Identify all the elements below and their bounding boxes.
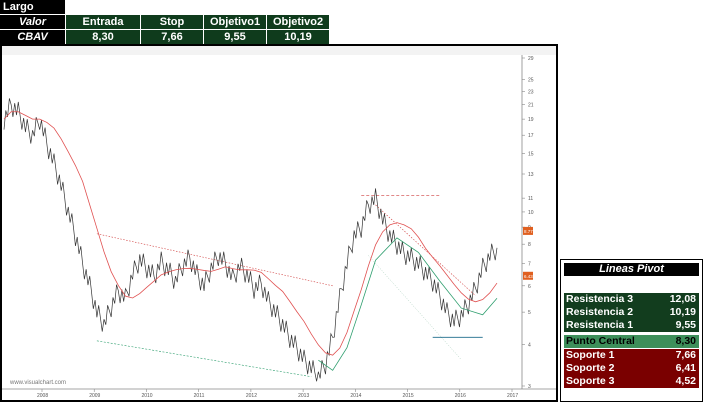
x-tick-label: 2010 [141, 393, 152, 399]
resistance-trendline [96, 233, 333, 287]
pivot-row-label: Resistencia 1 [566, 319, 634, 331]
pivot-row-value: 6,41 [675, 362, 696, 374]
green-average-line [318, 237, 498, 371]
pivot-row: Resistencia 3 12,08 [564, 293, 699, 306]
header-entrada: Entrada [66, 15, 140, 29]
pivot-panel: Lineas Pivot Resistencia 3 12,08 Resistenc… [560, 259, 703, 402]
moving-average-line [3, 111, 498, 356]
value-entrada: 8,30 [66, 30, 140, 44]
value-objetivo1: 9,55 [204, 30, 266, 44]
pivot-row-value: 8,30 [675, 335, 696, 347]
header-objetivo1: Objetivo1 [204, 15, 266, 29]
y-tick-label: 17 [528, 133, 534, 139]
y-tick-label: 3 [528, 384, 531, 390]
support-trendline [96, 340, 312, 377]
x-tick-label: 2017 [507, 393, 518, 399]
y-tick-label: 21 [528, 103, 534, 109]
price-marker [523, 271, 533, 280]
pivot-row: Soporte 2 6,41 [564, 362, 699, 375]
pivot-row: Soporte 1 7,66 [564, 349, 699, 362]
chart-canvas: 292523211917151311109876543 200820092010… [2, 46, 556, 400]
parallel-trendline [368, 255, 462, 360]
y-tick-label: 11 [528, 196, 533, 202]
x-tick-label: 2011 [194, 393, 205, 399]
y-tick-label: 19 [528, 117, 534, 123]
pivot-title: Lineas Pivot [564, 263, 699, 276]
pivot-row-label: Resistencia 2 [566, 306, 634, 318]
pivot-row-value: 4,52 [675, 375, 696, 387]
x-tick-label: 2009 [89, 393, 100, 399]
pivot-row-label: Punto Central [566, 335, 635, 347]
price-marker [523, 226, 533, 235]
price-marker-label: 6.43 [524, 274, 533, 279]
y-tick-label: 29 [528, 56, 534, 62]
pivot-row: Resistencia 2 10,19 [564, 306, 699, 319]
pivot-row: Soporte 3 4,52 [564, 375, 699, 388]
header-valor: Valor [0, 15, 65, 29]
pivot-row-label: Resistencia 3 [566, 293, 634, 305]
series-group [3, 98, 498, 382]
y-tick-label: 8 [528, 242, 531, 248]
y-tick-label: 13 [528, 172, 534, 178]
y-tick-label: 25 [528, 77, 534, 83]
pivot-row-value: 7,66 [675, 349, 696, 361]
y-tick-label: 10 [528, 210, 534, 216]
y-tick-label: 7 [528, 262, 531, 268]
value-objetivo2: 10,19 [267, 30, 329, 44]
pivot-row-value: 9,55 [675, 319, 696, 331]
x-tick-label: 2013 [298, 393, 309, 399]
price-chart[interactable]: 292523211917151311109876543 200820092010… [0, 44, 558, 402]
watermark: www.visualchart.com [9, 380, 66, 386]
price-line [3, 98, 498, 382]
y-tick-label: 6 [528, 284, 531, 290]
y-tick-label: 4 [528, 342, 531, 348]
trendlines: 8.77 6.43 [96, 195, 533, 377]
header-stop: Stop [141, 15, 203, 29]
y-tick-label: 23 [528, 90, 534, 96]
x-tick-label: 2012 [246, 393, 257, 399]
pivot-row-value: 12,08 [669, 293, 696, 305]
pivot-row-label: Soporte 3 [566, 375, 615, 387]
price-marker-label: 8.77 [524, 229, 533, 234]
y-tick-label: 5 [528, 310, 531, 316]
header-objetivo2: Objetivo2 [267, 15, 329, 29]
value-stop: 7,66 [141, 30, 203, 44]
x-axis: 2008 2009 2010 2011 2012 2013 2014 2015 2016 2017 [37, 389, 518, 399]
x-tick-label: 2008 [37, 393, 48, 399]
value-ticker: CBAV [0, 30, 65, 44]
x-tick-label: 2016 [455, 393, 466, 399]
x-tick-label: 2015 [403, 393, 414, 399]
pivot-row: Punto Central 8,30 [564, 335, 699, 348]
pivot-row-label: Soporte 1 [566, 349, 615, 361]
pivot-row-label: Soporte 2 [566, 362, 615, 374]
title-cell: Largo [0, 0, 65, 14]
y-tick-label: 15 [528, 151, 534, 157]
pivot-row-value: 10,19 [669, 306, 696, 318]
pivot-row: Resistencia 1 9,55 [564, 319, 699, 332]
x-tick-label: 2014 [350, 393, 361, 399]
